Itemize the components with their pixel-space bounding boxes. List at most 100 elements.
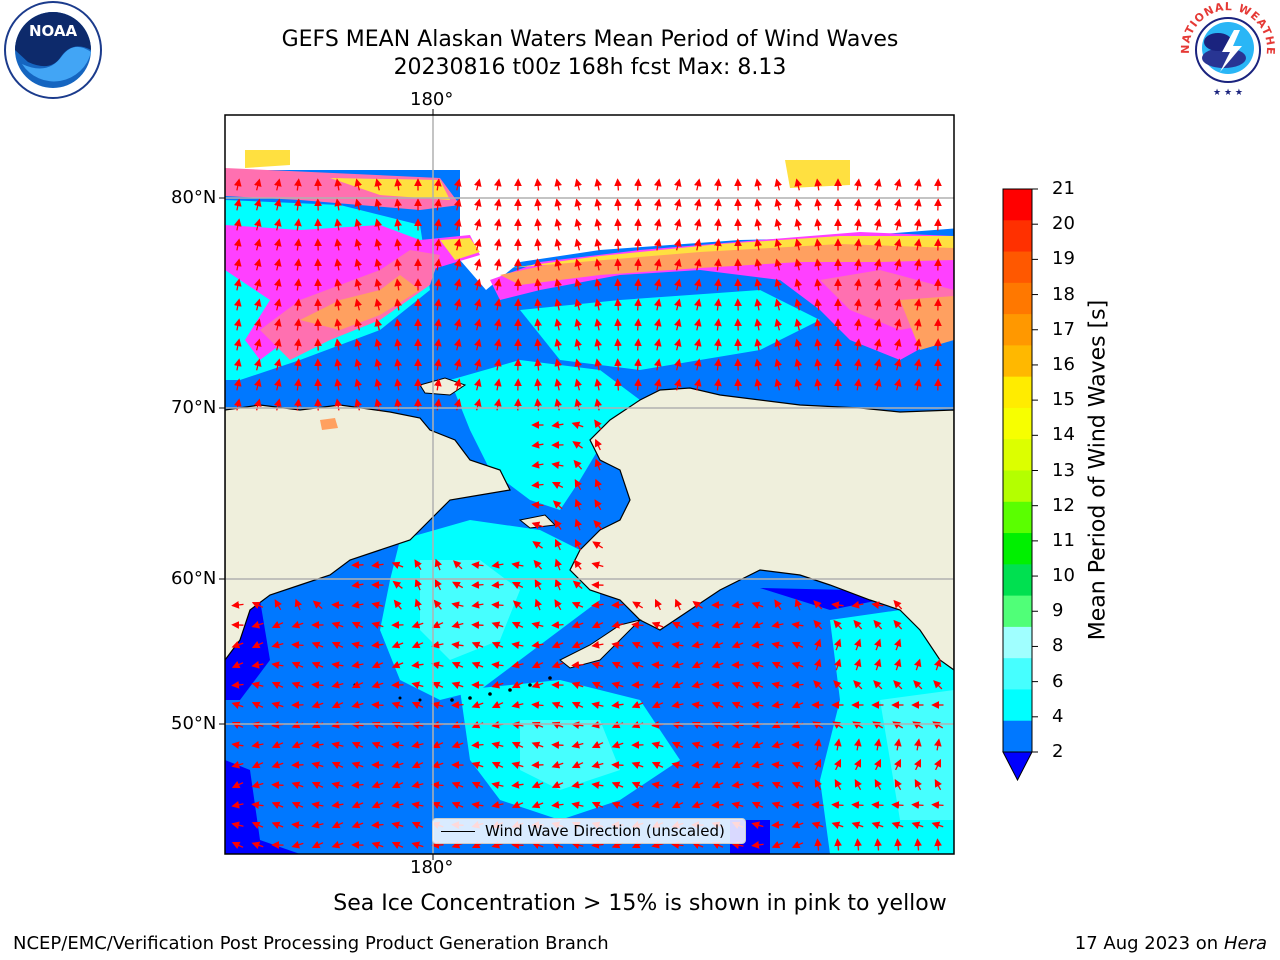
wind-wave-arrow [331, 621, 344, 630]
wind-wave-arrow [774, 378, 783, 391]
wind-wave-arrow [551, 481, 564, 489]
wind-wave-arrow [774, 298, 783, 311]
wind-wave-arrow [714, 338, 722, 351]
wind-wave-arrow [653, 298, 662, 311]
wind-wave-arrow [873, 378, 882, 391]
wind-wave-arrow [774, 198, 783, 211]
wind-wave-arrow [831, 801, 844, 809]
wind-wave-arrow [571, 841, 584, 850]
wind-wave-arrow [574, 258, 583, 271]
wind-wave-arrow [651, 741, 664, 750]
wind-wave-arrow [814, 218, 823, 231]
wind-wave-arrow [714, 278, 722, 291]
wind-wave-arrow [813, 738, 822, 751]
wind-wave-arrow [294, 178, 302, 191]
wind-wave-arrow [471, 641, 484, 649]
wind-wave-arrow [853, 298, 862, 311]
wind-wave-arrow [833, 680, 843, 690]
wind-wave-arrow [711, 621, 724, 629]
wind-wave-arrow [893, 318, 902, 331]
lat-label-60: 60°N [171, 568, 217, 589]
wind-wave-arrow [433, 599, 442, 610]
wind-wave-arrow [714, 378, 722, 391]
wind-wave-arrow [411, 740, 424, 749]
lat-label-50: 50°N [171, 713, 217, 734]
wind-wave-arrow [754, 358, 763, 371]
wind-wave-arrow [294, 278, 302, 291]
wind-wave-arrow [853, 218, 862, 231]
wind-wave-arrow [294, 378, 302, 391]
wind-wave-arrow [814, 238, 823, 251]
wind-wave-direction-arrows [231, 178, 944, 851]
wind-wave-arrow [391, 741, 404, 749]
wind-wave-arrow [873, 318, 882, 331]
wind-wave-arrow [934, 838, 942, 851]
wind-wave-arrow [873, 619, 883, 630]
wind-wave-arrow [693, 218, 702, 231]
wind-wave-arrow [893, 178, 902, 191]
wind-wave-arrow [791, 641, 804, 649]
wind-wave-arrow [291, 840, 304, 849]
lat-label-70: 70°N [171, 397, 217, 418]
wind-wave-arrow [394, 358, 403, 371]
wind-wave-arrow [631, 641, 644, 649]
wind-wave-arrow [311, 820, 324, 829]
colorbar-tick-label: 18 [1052, 283, 1075, 305]
wind-wave-arrow [294, 218, 302, 231]
wind-wave-arrow [572, 580, 583, 589]
wind-wave-arrow [273, 338, 282, 351]
wind-wave-arrow [354, 198, 363, 211]
wind-wave-arrow [434, 558, 443, 571]
wind-wave-arrow [591, 781, 604, 790]
wind-wave-arrow [271, 781, 284, 789]
wind-wave-arrow [594, 198, 603, 211]
wind-wave-arrow [511, 841, 524, 849]
wind-wave-arrow [771, 661, 784, 669]
wind-wave-arrow [673, 238, 682, 251]
wind-wave-arrow [814, 178, 823, 191]
wind-wave-arrow [334, 198, 343, 211]
wind-wave-arrow [754, 218, 763, 231]
wind-wave-arrow [311, 761, 324, 770]
wind-wave-arrow [651, 840, 664, 849]
wind-wave-arrow [611, 740, 624, 749]
wind-wave-arrow [531, 481, 544, 489]
wind-wave-arrow [791, 681, 804, 689]
wind-wave-arrow [714, 198, 722, 211]
wind-wave-arrow [634, 178, 642, 191]
wind-wave-arrow [873, 218, 882, 231]
wind-wave-arrow [853, 619, 863, 630]
wind-wave-arrow [691, 801, 704, 809]
wind-wave-arrow [653, 358, 662, 371]
wind-wave-arrow [511, 561, 524, 570]
wind-wave-arrow [751, 641, 764, 649]
wind-wave-arrow [233, 198, 242, 211]
wind-wave-arrow [233, 278, 242, 291]
wind-wave-arrow [334, 358, 343, 371]
wind-wave-arrow [393, 599, 402, 610]
wind-wave-arrow [233, 338, 242, 351]
wind-wave-arrow [294, 358, 302, 371]
wind-wave-arrow [294, 338, 302, 351]
wind-wave-arrow [414, 578, 422, 591]
wind-wave-arrow [873, 238, 882, 251]
wind-wave-arrow [453, 358, 462, 371]
wind-wave-arrow [253, 338, 262, 351]
wind-wave-arrow [493, 238, 502, 251]
wind-wave-arrow [594, 178, 603, 191]
wind-wave-arrow [473, 378, 482, 391]
wind-wave-arrow [834, 638, 842, 651]
wind-wave-arrow [354, 218, 363, 231]
wind-wave-arrow [912, 721, 924, 729]
colorbar-tick-label: 21 [1052, 178, 1075, 199]
wind-wave-arrow [933, 738, 942, 751]
wind-wave-arrow [634, 298, 642, 311]
wind-wave-arrow [731, 740, 744, 749]
wind-wave-arrow [251, 821, 264, 829]
wind-wave-arrow [231, 760, 244, 769]
wind-wave-arrow [771, 781, 784, 789]
wind-wave-arrow [251, 601, 264, 609]
wind-wave-arrow [911, 801, 924, 809]
wind-wave-arrow [534, 198, 542, 211]
wind-wave-arrow [554, 178, 563, 191]
